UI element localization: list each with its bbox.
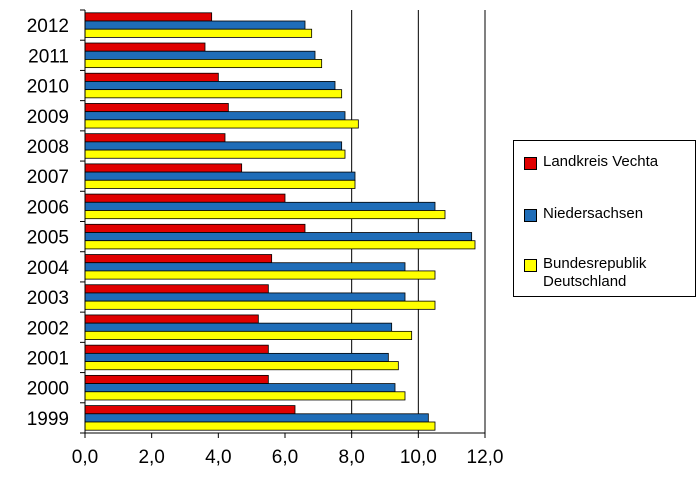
y-tick-label: 2002 [27, 318, 69, 339]
legend-label-bundesrepublik: Bundesrepublik Deutschland [543, 255, 647, 290]
y-tick-label: 2003 [27, 288, 69, 309]
bar [84, 111, 346, 121]
x-tick-label: 2,0 [138, 447, 164, 468]
bar [84, 413, 429, 423]
bar [84, 330, 413, 340]
bar [84, 314, 259, 324]
bar [84, 383, 396, 393]
bar [84, 59, 323, 69]
bar [84, 262, 406, 272]
bar [84, 72, 219, 82]
bar [84, 270, 436, 280]
legend-label-landkreis-vechta: Landkreis Vechta [543, 153, 659, 170]
legend-swatch-niedersachsen [524, 209, 537, 222]
bar [84, 344, 269, 354]
legend-label-niedersachsen: Niedersachsen [543, 205, 644, 222]
bar [84, 149, 346, 159]
bar [84, 300, 436, 310]
bar [84, 103, 229, 113]
bar [84, 201, 436, 211]
bar [84, 240, 476, 250]
legend-swatch-landkreis-vechta [524, 157, 537, 170]
y-tick-label: 2005 [27, 228, 69, 249]
bar [84, 254, 273, 264]
x-tick-labels: 0,0 2,0 4,0 6,0 8,0 10,0 12,0 [72, 447, 504, 468]
y-tick-label: 2001 [27, 348, 69, 369]
x-tick-label: 0,0 [72, 447, 98, 468]
bar [84, 20, 306, 30]
legend: Landkreis Vechta Niedersachsen Bundesrep… [513, 140, 696, 297]
y-tick-label: 2007 [27, 167, 69, 188]
bar [84, 133, 226, 143]
bar [84, 292, 406, 302]
y-tick-label: 2009 [27, 107, 69, 128]
y-tick-label: 2006 [27, 197, 69, 218]
bar [84, 119, 359, 129]
y-tick-labels: 2012 2011 2010 2009 2008 2007 2006 2005 2004 2003… [27, 16, 70, 430]
bar [84, 405, 296, 415]
y-tick-label: 2011 [28, 46, 69, 67]
x-tick-label: 8,0 [338, 447, 364, 468]
bar [84, 179, 356, 189]
bar [84, 232, 473, 242]
bar [84, 89, 343, 99]
bar [84, 81, 336, 91]
bar [84, 421, 436, 431]
bar [84, 391, 406, 401]
bar [84, 50, 316, 60]
y-tick-label: 2008 [27, 137, 69, 158]
legend-item-niedersachsen: Niedersachsen [524, 205, 643, 223]
bar [84, 141, 343, 151]
bar [84, 374, 269, 384]
legend-swatch-bundesrepublik [524, 259, 537, 272]
bar [84, 193, 286, 203]
bar [84, 28, 313, 38]
legend-item-landkreis-vechta: Landkreis Vechta [524, 153, 658, 171]
x-tick-label: 6,0 [272, 447, 298, 468]
y-tick-label: 2000 [27, 379, 69, 400]
x-tick-label: 4,0 [205, 447, 231, 468]
bar [84, 12, 213, 22]
x-tick-label: 12,0 [467, 447, 504, 468]
bar [84, 210, 446, 220]
bars [84, 12, 476, 431]
legend-item-bundesrepublik: Bundesrepublik Deutschland [524, 255, 646, 291]
y-tick-label: 2012 [27, 16, 69, 37]
bar [84, 171, 356, 181]
bar [84, 163, 243, 173]
y-tick-label: 1999 [27, 409, 69, 430]
bar [84, 42, 206, 52]
bar [84, 322, 393, 332]
y-tick-label: 2004 [27, 258, 70, 279]
axes [80, 9, 486, 438]
bar [84, 284, 269, 294]
x-tick-label: 10,0 [400, 447, 437, 468]
y-tick-label: 2010 [27, 77, 69, 98]
bar [84, 361, 399, 371]
bar [84, 223, 306, 233]
bar [84, 352, 389, 362]
